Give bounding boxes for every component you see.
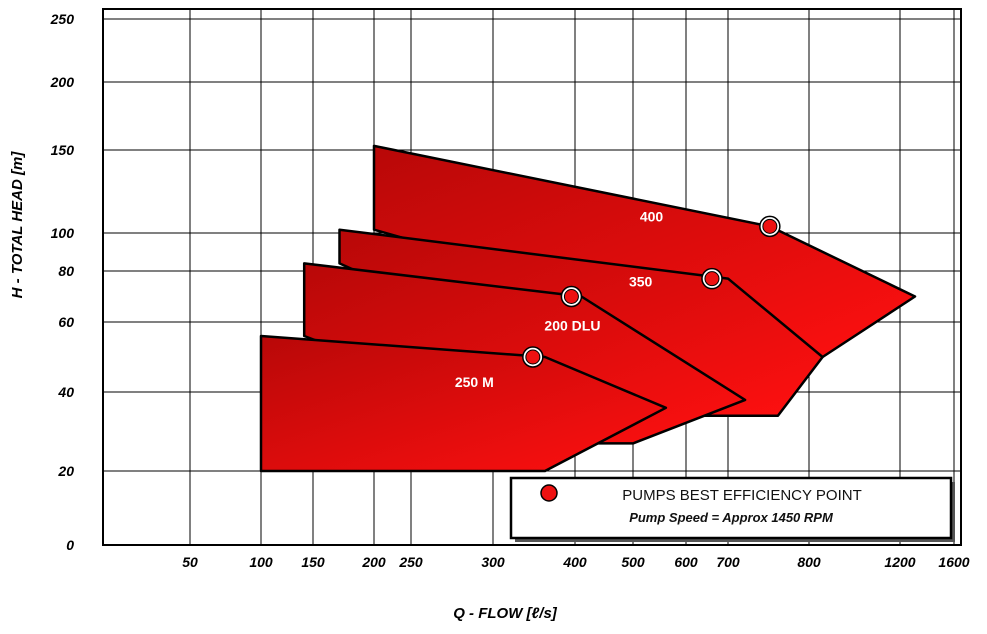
x-tick-label: 1200 [884,554,915,570]
region-label: 250 M [455,374,494,390]
x-tick-label: 700 [716,554,740,570]
y-tick-label: 200 [50,74,75,90]
x-tick-label: 100 [249,554,273,570]
bep-marker [563,289,579,304]
bep-marker [525,349,541,365]
x-tick-label: 800 [797,554,821,570]
y-tick-label: 60 [58,314,74,330]
x-tick-label: 150 [301,554,325,570]
bep-marker [762,218,778,234]
legend: PUMPS BEST EFFICIENCY POINT Pump Speed =… [509,476,955,542]
region-label: 350 [629,274,653,290]
y-tick-labels: 0 20 40 60 80 100 150 200 250 [50,11,75,553]
y-tick-label: 40 [57,384,74,400]
x-tick-label: 300 [481,554,505,570]
region-label: 200 DLU [544,318,600,334]
region-labels: 250 M 200 DLU 350 400 [455,208,664,390]
pump-region-250-m [259,334,668,473]
plot-frame [102,8,962,546]
y-tick-label: 250 [50,11,75,27]
legend-box [509,476,953,540]
bep-markers [522,215,781,368]
y-axis-title: H - TOTAL HEAD [m] [9,151,26,299]
x-tick-label: 500 [621,554,645,570]
bep-marker [704,271,720,287]
region-label: 400 [640,208,664,224]
x-axis-title: Q - FLOW [ℓ/s] [453,605,558,622]
x-tick-label: 400 [562,554,587,570]
x-tick-label: 1600 [938,554,969,570]
y-tick-label: 150 [51,142,75,158]
legend-bep-marker [540,484,558,502]
y-tick-label: 80 [58,263,74,279]
x-tick-label: 50 [182,554,198,570]
y-tick-label: 100 [51,225,75,241]
x-tick-label: 200 [361,554,386,570]
legend-subtitle: Pump Speed = Approx 1450 RPM [629,510,834,525]
pump-regions [259,144,917,473]
y-tick-label: 20 [57,463,74,479]
y-tick-label: 0 [66,537,74,553]
x-tick-label: 600 [674,554,698,570]
legend-title: PUMPS BEST EFFICIENCY POINT [622,487,862,504]
x-tick-labels: 50 100 150 200 250 300 400 500 600 700 800 1200 1600 [182,554,970,570]
x-tick-label: 250 [398,554,423,570]
